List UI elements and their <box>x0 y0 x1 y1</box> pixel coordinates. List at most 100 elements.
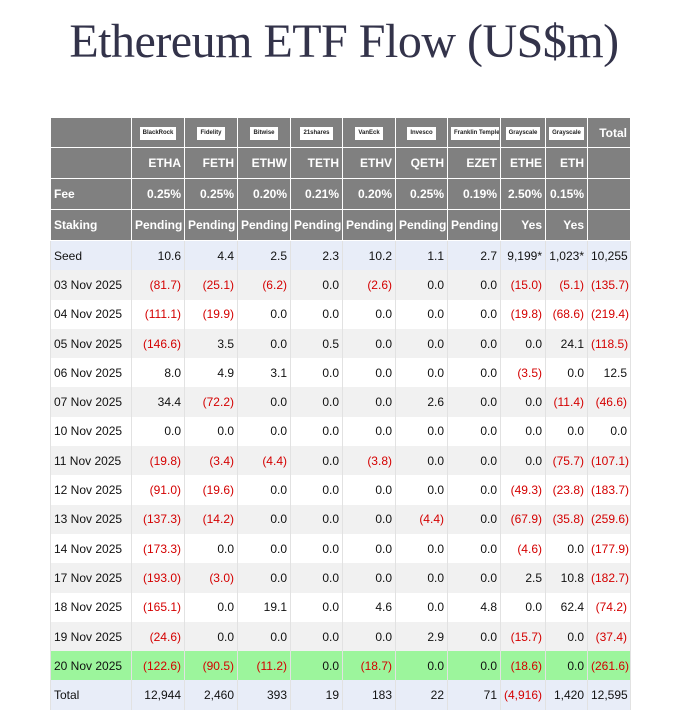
flow-cell: (74.2) <box>587 592 631 622</box>
row-label: 11 Nov 2025 <box>50 446 132 476</box>
flow-cell: 0.0 <box>184 416 238 447</box>
flow-cell: (6.2) <box>237 270 291 300</box>
flow-cell: 0.0 <box>342 504 396 534</box>
flow-cell: 0.0 <box>587 416 631 447</box>
ticker: ETHV <box>342 147 396 179</box>
ticker: FETH <box>184 147 238 179</box>
flow-cell: (46.6) <box>587 387 631 417</box>
flow-cell: 0.0 <box>237 328 291 359</box>
flow-cell: 2.3 <box>290 240 343 271</box>
flow-cell: 0.0 <box>395 270 448 300</box>
corner-cell <box>50 147 132 179</box>
info-cell: Yes <box>545 209 588 241</box>
flow-cell: 0.0 <box>447 533 501 564</box>
row-label: 04 Nov 2025 <box>50 299 132 329</box>
ticker: ETHA <box>131 147 185 179</box>
flow-cell: 2.5 <box>500 563 546 593</box>
row-label: 03 Nov 2025 <box>50 270 132 300</box>
flow-cell: 0.0 <box>184 621 238 652</box>
total-header: Total <box>587 117 631 148</box>
flow-cell: 0.0 <box>342 475 396 505</box>
flow-cell: 12.5 <box>587 358 631 388</box>
flow-cell: (15.0) <box>500 270 546 300</box>
table-body: Seed 10.6 4.4 2.5 2.3 10.2 1.1 2.7 9,199* 1,023* 1… <box>50 240 631 710</box>
flow-cell: (165.1) <box>131 592 185 622</box>
flow-cell: 0.0 <box>395 475 448 505</box>
flow-cell: (14.2) <box>184 504 238 534</box>
flow-cell: 0.0 <box>395 533 448 564</box>
flow-cell: (24.6) <box>131 621 185 652</box>
info-cell: Pending <box>395 209 448 241</box>
flow-row: Total 12,944 2,460 393 19 183 22 71 (4,916) 1,420… <box>50 680 631 710</box>
flow-cell: 0.0 <box>395 328 448 359</box>
row-label: 06 Nov 2025 <box>50 358 132 388</box>
empty-cell <box>587 147 631 179</box>
ticker-row: ETHA FETH ETHW TETH ETHV QETH EZET ETHE ETH <box>50 147 631 179</box>
flow-cell: 0.0 <box>237 475 291 505</box>
flow-cell: (135.7) <box>587 270 631 300</box>
flow-cell: 0.0 <box>342 563 396 593</box>
flow-cell: 71 <box>447 680 501 710</box>
flow-cell: 3.5 <box>184 328 238 359</box>
flow-cell: (193.0) <box>131 563 185 593</box>
flow-cell: 0.0 <box>237 299 291 329</box>
ticker: ETHW <box>237 147 291 179</box>
page-title: Ethereum ETF Flow (US$m) <box>69 15 619 68</box>
flow-cell: 4.4 <box>184 240 238 271</box>
info-cell: 0.21% <box>290 178 343 210</box>
flow-cell: (11.4) <box>545 387 588 417</box>
flow-cell: 2,460 <box>184 680 238 710</box>
issuer-logo-cell: BlackRock <box>131 117 185 148</box>
flow-cell: (111.1) <box>131 299 185 329</box>
flow-row: 19 Nov 2025 (24.6) 0.0 0.0 0.0 0.0 2.9 0.0 (15.7… <box>50 621 631 652</box>
flow-cell: (75.7) <box>545 446 588 476</box>
flow-cell: 0.0 <box>290 621 343 652</box>
flow-cell: 0.0 <box>290 416 343 447</box>
ticker: TETH <box>290 147 343 179</box>
issuer-logo: VanEck <box>355 126 383 140</box>
flow-cell: 0.0 <box>545 621 588 652</box>
row-label: 07 Nov 2025 <box>50 387 132 417</box>
flow-cell: (19.9) <box>184 299 238 329</box>
flow-cell: (49.3) <box>500 475 546 505</box>
flow-cell: 0.0 <box>500 328 546 359</box>
issuer-logo-cell: Invesco <box>395 117 448 148</box>
flow-cell: 0.0 <box>447 387 501 417</box>
ticker: QETH <box>395 147 448 179</box>
flow-cell: 0.0 <box>290 592 343 622</box>
row-label: 10 Nov 2025 <box>50 416 132 447</box>
flow-row: 13 Nov 2025 (137.3) (14.2) 0.0 0.0 0.0 (4.4) 0.… <box>50 504 631 534</box>
flow-cell: 1.1 <box>395 240 448 271</box>
flow-cell: 0.0 <box>545 416 588 447</box>
flow-row: 20 Nov 2025 (122.6) (90.5) (11.2) 0.0 (18.7) 0… <box>50 651 631 681</box>
flow-cell: 62.4 <box>545 592 588 622</box>
flow-cell: 0.0 <box>342 328 396 359</box>
flow-cell: 0.0 <box>290 270 343 300</box>
flow-cell: (5.1) <box>545 270 588 300</box>
flow-cell: 0.0 <box>500 387 546 417</box>
issuer-logo: Invesco <box>407 126 436 140</box>
flow-cell: (4.6) <box>500 533 546 564</box>
row-label: 17 Nov 2025 <box>50 563 132 593</box>
ticker: ETHE <box>500 147 546 179</box>
flow-cell: (67.9) <box>500 504 546 534</box>
info-cell: 0.25% <box>395 178 448 210</box>
flow-cell: 0.0 <box>447 504 501 534</box>
flow-cell: (3.4) <box>184 446 238 476</box>
flow-cell: 0.0 <box>342 533 396 564</box>
flow-cell: 0.0 <box>395 592 448 622</box>
empty-cell <box>587 178 631 210</box>
info-cell: Yes <box>500 209 546 241</box>
flow-cell: (4.4) <box>237 446 291 476</box>
flow-cell: 2.7 <box>447 240 501 271</box>
flow-cell: 0.0 <box>395 358 448 388</box>
flow-cell: 34.4 <box>131 387 185 417</box>
row-label: Staking <box>50 209 132 241</box>
flow-row: 17 Nov 2025 (193.0) (3.0) 0.0 0.0 0.0 0.0 0.0 2.… <box>50 563 631 593</box>
row-label: 14 Nov 2025 <box>50 533 132 564</box>
info-cell: 0.25% <box>184 178 238 210</box>
info-cell: 0.20% <box>237 178 291 210</box>
flow-cell: (219.4) <box>587 299 631 329</box>
row-label: 19 Nov 2025 <box>50 621 132 652</box>
flow-cell: (90.5) <box>184 651 238 681</box>
